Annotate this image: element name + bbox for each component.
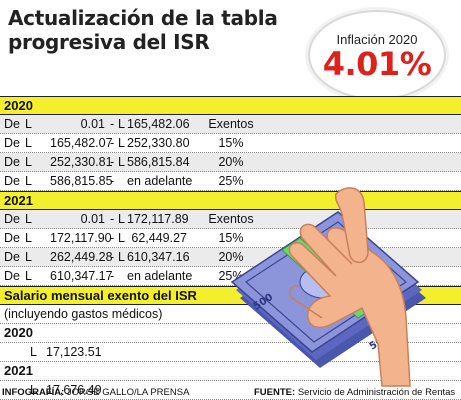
credits-footer: INFOGRAFÍA: JORGE GALLO/LA PRENSA FUENTE… — [0, 386, 461, 400]
source-credit: FUENTE: Servicio de Administración de Re… — [254, 386, 455, 400]
row-dash: - — [110, 269, 115, 283]
row-currency: L — [118, 136, 125, 150]
row-to: en adelante — [127, 269, 193, 283]
table-row: De L 0.01 - L 165,482.06 Exentos — [0, 115, 461, 134]
row-dash: - — [110, 174, 115, 188]
row-de: De — [4, 155, 20, 169]
row-dash: - — [110, 212, 115, 226]
row-dash: - — [110, 155, 115, 169]
row-currency: L — [25, 174, 32, 188]
row-de: De — [4, 212, 20, 226]
row-to: 62,449.27 — [131, 231, 187, 245]
source-label: FUENTE: — [254, 387, 296, 398]
row-to: 165,482.06 — [127, 117, 190, 131]
row-to: 586,815.84 — [127, 155, 190, 169]
row-rate: 20% — [218, 250, 244, 264]
row-currency: L — [25, 250, 32, 264]
row-from: 0.01 — [80, 117, 105, 131]
table-row: De L 610,347.17 - en adelante 25% — [0, 267, 461, 286]
row-dash: - — [110, 231, 115, 245]
row-currency: L — [118, 117, 125, 131]
money-hand-illustration: 500 500 — [230, 187, 426, 387]
row-from: 586,815.85 — [50, 174, 113, 188]
row-rate: 15% — [218, 231, 244, 245]
row-from: 262,449.28 — [50, 250, 113, 264]
table-row: De L 165,482.07 - L 252,330.80 15% — [0, 134, 461, 153]
salary-amount: 17,676.49 — [46, 383, 102, 397]
salary-year-2020: 2020 — [0, 324, 461, 343]
salary-year-2021: 2021 — [0, 362, 461, 381]
inflation-badge: Inflación 2020 4.01% — [308, 10, 446, 100]
table-row: De L 252,330.81 - L 586,815.84 20% — [0, 153, 461, 172]
salary-currency: L — [30, 345, 37, 359]
row-de: De — [4, 269, 20, 283]
salary-value-2020: L 17,123.51 — [0, 343, 461, 362]
row-currency: L — [25, 136, 32, 150]
row-to: en adelante — [127, 174, 193, 188]
row-from: 252,330.81 — [50, 155, 113, 169]
row-currency: L — [25, 155, 32, 169]
row-de: De — [4, 117, 20, 131]
row-dash: - — [110, 136, 115, 150]
salary-currency: L — [30, 383, 37, 397]
row-currency: L — [118, 212, 125, 226]
row-currency: L — [25, 231, 32, 245]
row-currency: L — [25, 212, 32, 226]
row-to: 610,347.16 — [127, 250, 190, 264]
hand-icon — [288, 187, 411, 387]
infografia-value: JORGE GALLO/LA PRENSA — [66, 387, 190, 398]
row-rate: Exentos — [208, 212, 254, 226]
row-de: De — [4, 136, 20, 150]
salary-note: (incluyendo gastos médicos) — [0, 305, 461, 324]
year-header-2020: 2020 — [0, 96, 461, 115]
tax-table: 2020 De L 0.01 - L 165,482.06 Exentos De… — [0, 96, 461, 400]
row-from: 610,347.17 — [50, 269, 113, 283]
inflation-label: Inflación 2020 — [336, 32, 418, 47]
infografia-credit: INFOGRAFÍA: JORGE GALLO/LA PRENSA — [2, 386, 189, 400]
row-de: De — [4, 250, 20, 264]
row-currency: L — [118, 155, 125, 169]
inflation-value: 4.01% — [322, 45, 432, 83]
table-row: De L 586,815.85 - en adelante 25% — [0, 172, 461, 191]
row-rate: 15% — [218, 136, 244, 150]
row-de: De — [4, 231, 20, 245]
row-rate: 20% — [218, 155, 244, 169]
row-dash: - — [110, 117, 115, 131]
row-currency: L — [118, 231, 125, 245]
row-dash: - — [110, 250, 115, 264]
infografia-label: INFOGRAFÍA: — [2, 387, 65, 398]
row-currency: L — [25, 269, 32, 283]
table-row: De L 172,117.90 - L 62,449.27 15% — [0, 229, 461, 248]
page-title: Actualización de la tabla progresiva del… — [8, 6, 308, 54]
row-currency: L — [25, 117, 32, 131]
row-to: 252,330.80 — [127, 136, 190, 150]
row-to: 172,117.89 — [127, 212, 189, 226]
row-from: 165,482.07 — [50, 136, 113, 150]
row-de: De — [4, 174, 20, 188]
title-line-1: Actualización de la tabla — [8, 6, 278, 30]
row-from: 0.01 — [80, 212, 105, 226]
source-value: Servicio de Administración de Rentas — [297, 387, 456, 398]
title-line-2: progresiva del ISR — [8, 30, 210, 54]
salary-amount: 17,123.51 — [46, 345, 102, 359]
row-currency: L — [118, 250, 125, 264]
row-from: 172,117.90 — [50, 231, 112, 245]
row-rate: 25% — [218, 174, 244, 188]
row-rate: Exentos — [208, 117, 254, 131]
